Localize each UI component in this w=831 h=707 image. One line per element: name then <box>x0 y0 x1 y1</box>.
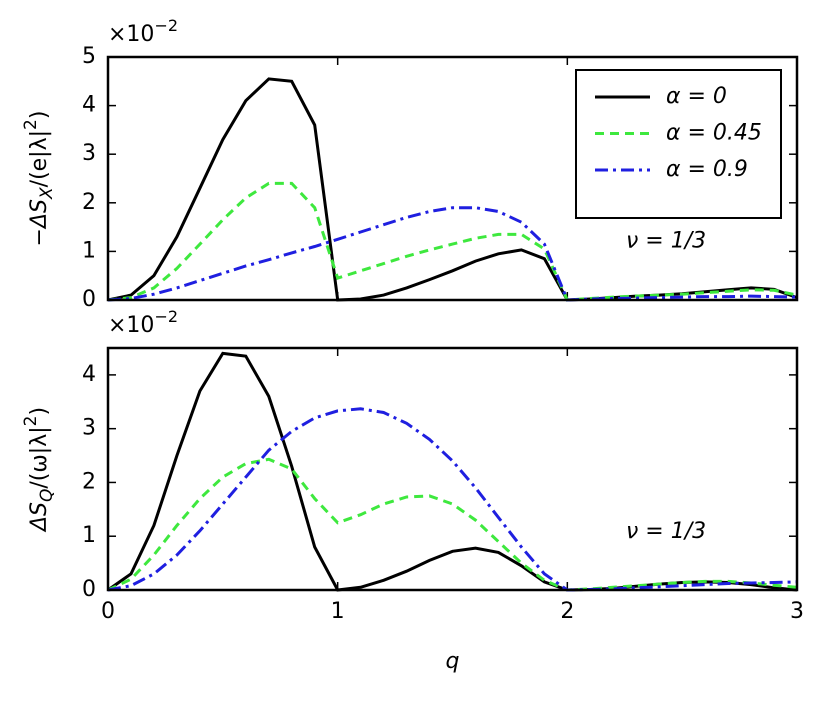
y-label-part: Q <box>37 489 57 502</box>
y-tick-label: 3 <box>82 141 96 166</box>
y-tick-label: 2 <box>82 190 96 215</box>
y-label-part: −ΔS <box>27 199 52 246</box>
y-label-part: X <box>37 187 57 200</box>
x-tick-label: 1 <box>331 599 345 624</box>
legend: α = 0 α = 0.45 α = 0.9 <box>575 69 782 219</box>
legend-label: α = 0.9 <box>666 157 748 182</box>
x-tick-label: 0 <box>101 599 115 624</box>
y-multiplier: ×10−2 <box>108 307 178 339</box>
y-tick-label: 0 <box>82 287 96 312</box>
y-label-part: ) <box>27 407 52 416</box>
y-label-part: ΔS <box>27 502 52 533</box>
legend-label: α = 0 <box>666 84 727 109</box>
x-tick-label: 2 <box>560 599 574 624</box>
multiplier-exponent: −2 <box>154 307 178 326</box>
y-label-part: 2 <box>21 416 41 427</box>
y-label-part: 2 <box>21 119 41 130</box>
legend-frame <box>575 69 782 219</box>
y-multiplier: ×10−2 <box>108 16 178 48</box>
y-tick-label: 4 <box>82 93 96 118</box>
series-line <box>107 351 798 592</box>
y-tick-label: 1 <box>82 238 96 263</box>
y-label-part: /(ω|λ| <box>27 426 52 488</box>
annotation: ν = 1/3 <box>626 519 706 544</box>
y-tick-label: 2 <box>82 469 96 494</box>
y-tick-label: 4 <box>82 362 96 387</box>
y-tick-label: 3 <box>82 416 96 441</box>
series-line <box>107 181 798 302</box>
y-tick-label: 5 <box>82 44 96 69</box>
axes-frame <box>106 346 799 592</box>
y-tick-label: 0 <box>82 577 96 602</box>
x-tick-label: 3 <box>790 599 804 624</box>
series-line <box>107 407 798 592</box>
series-line <box>107 206 798 302</box>
annotation: ν = 1/3 <box>626 229 706 254</box>
y-axis-label: ΔSQ/(ω|λ|2) <box>21 407 57 533</box>
multiplier-exponent: −2 <box>154 16 178 35</box>
multiplier-base: ×10 <box>108 22 154 47</box>
axes-frame <box>106 55 799 302</box>
x-axis-label: q <box>446 649 460 674</box>
y-tick-label: 1 <box>82 523 96 548</box>
y-axis-label: −ΔSX/(e|λ|2) <box>21 111 57 247</box>
multiplier-base: ×10 <box>108 313 154 338</box>
legend-label: α = 0.45 <box>666 121 762 146</box>
y-label-part: /(e|λ| <box>27 130 52 187</box>
y-label-part: ) <box>27 111 52 120</box>
